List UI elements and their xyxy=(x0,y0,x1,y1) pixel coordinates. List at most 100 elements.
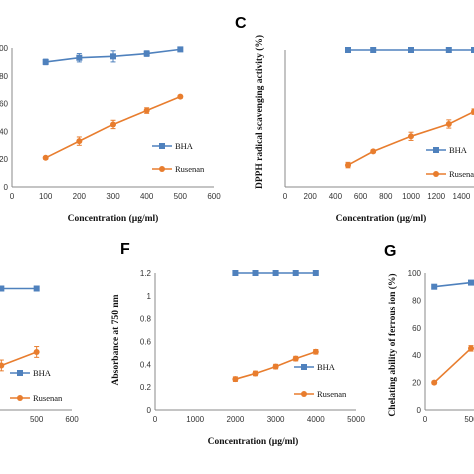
panel-letter: F xyxy=(120,241,130,258)
x-axis-title: Concentration (µg/ml) xyxy=(68,213,159,224)
x-tick-label: 600 xyxy=(207,192,221,201)
panel-letter: C xyxy=(235,15,247,32)
y-tick-label: 40 xyxy=(412,351,421,360)
data-point-bha xyxy=(272,270,279,276)
series-line-rusenan xyxy=(433,347,472,384)
chart-panel-3: 0 1000 2000 3000 4000 5000 0 0.2 0.4 0.6 0.8 1 1.2 Co… xyxy=(111,241,365,447)
x-axis-title: Concentration (µg/ml) xyxy=(336,213,427,224)
x-tick-label: 500 xyxy=(464,415,474,424)
data-point-rusenan xyxy=(345,162,351,169)
y-tick-label: 0.2 xyxy=(140,383,152,392)
data-point-bha xyxy=(312,270,319,276)
data-point-bha xyxy=(232,270,239,276)
data-point-rusenan xyxy=(468,345,474,352)
legend-marker xyxy=(17,370,23,376)
data-point-bha xyxy=(468,279,474,286)
data-point-rusenan xyxy=(431,379,438,386)
y-tick-label: 100 xyxy=(0,44,9,53)
data-point-bha xyxy=(143,50,150,57)
x-tick-label: 2000 xyxy=(227,415,245,424)
data-point-rusenan xyxy=(445,120,452,127)
y-tick-label: 0.4 xyxy=(140,360,152,369)
legend-marker xyxy=(301,391,307,397)
y-tick-label: 100 xyxy=(408,269,422,278)
y-tick-label: 1.2 xyxy=(140,269,152,278)
legend-label: Rusenan xyxy=(33,393,63,403)
data-point-bha xyxy=(292,270,299,276)
series-line-rusenan xyxy=(0,351,37,367)
data-point-bha xyxy=(76,54,83,61)
legend-marker xyxy=(433,147,439,153)
data-point-bha xyxy=(33,285,40,292)
x-tick-label: 1000 xyxy=(186,415,204,424)
y-tick-label: 0.8 xyxy=(140,315,152,324)
panel-letter: G xyxy=(384,243,396,260)
data-point-rusenan xyxy=(252,370,259,377)
data-point-bha xyxy=(42,58,49,65)
x-tick-label: 400 xyxy=(329,192,343,201)
data-point-rusenan xyxy=(471,108,474,115)
y-tick-label: 20 xyxy=(0,155,9,164)
data-point-rusenan xyxy=(110,121,116,128)
legend-marker xyxy=(301,364,307,370)
chart-panel-2: 500 600 BHA Rusenan xyxy=(0,285,79,424)
data-point-bha xyxy=(431,283,438,290)
y-tick-label: 80 xyxy=(412,296,421,305)
legend-label: BHA xyxy=(33,368,52,378)
y-tick-label: 60 xyxy=(0,100,9,109)
data-point-bha xyxy=(370,47,377,53)
data-point-rusenan xyxy=(177,93,184,100)
y-tick-label: 0.6 xyxy=(140,338,152,347)
x-tick-label: 0 xyxy=(423,415,428,424)
data-point-rusenan xyxy=(33,348,40,355)
x-tick-label: 1200 xyxy=(427,192,445,201)
legend-label: BHA xyxy=(317,362,336,372)
chart-panel-1: 0 200 400 600 800 1000 1200 1400 Concentration (… xyxy=(235,15,474,224)
x-tick-label: 1000 xyxy=(402,192,420,201)
chart-panel-0: 0 100 200 300 400 500 600 0 20 40 60 80 100 Concentra… xyxy=(0,44,221,224)
x-tick-label: 200 xyxy=(73,192,87,201)
data-point-bha xyxy=(345,47,351,53)
data-point-rusenan xyxy=(232,376,239,383)
x-tick-label: 4000 xyxy=(307,415,325,424)
data-point-rusenan xyxy=(143,107,150,114)
x-axis-title: Concentration (µg/ml) xyxy=(208,436,299,447)
data-point-rusenan xyxy=(0,362,5,369)
x-tick-label: 600 xyxy=(65,415,79,424)
x-tick-label: 3000 xyxy=(267,415,285,424)
x-tick-label: 5000 xyxy=(347,415,365,424)
legend-label: BHA xyxy=(175,141,194,151)
x-tick-label: 1400 xyxy=(453,192,471,201)
y-axis-title: Absorbance at 750 nm xyxy=(111,294,121,385)
x-tick-label: 0 xyxy=(10,192,15,201)
data-point-rusenan xyxy=(408,133,414,140)
data-point-bha xyxy=(445,47,452,53)
y-tick-label: 60 xyxy=(412,324,421,333)
x-tick-label: 500 xyxy=(30,415,44,424)
data-point-rusenan xyxy=(292,355,299,362)
data-point-bha xyxy=(471,47,474,53)
y-tick-label: 20 xyxy=(412,379,421,388)
legend-label: Rusenan xyxy=(317,389,347,399)
y-tick-label: 1 xyxy=(147,292,152,301)
legend-marker xyxy=(159,166,165,172)
data-point-bha xyxy=(0,285,5,292)
data-point-bha xyxy=(252,270,259,276)
legend-marker xyxy=(433,171,439,177)
x-tick-label: 300 xyxy=(106,192,120,201)
chart-panel-4: 0 500 0 20 40 60 80 100 Chelating ability of fer… xyxy=(384,243,474,424)
y-axis-title: DPPH radical scavenging activity (%) xyxy=(254,35,265,189)
x-tick-label: 500 xyxy=(174,192,188,201)
y-tick-label: 0 xyxy=(417,406,422,415)
y-tick-label: 0 xyxy=(147,406,152,415)
data-point-bha xyxy=(408,47,414,53)
legend-label: Rusenan xyxy=(449,169,474,179)
x-tick-label: 0 xyxy=(153,415,158,424)
x-tick-label: 100 xyxy=(39,192,53,201)
data-point-rusenan xyxy=(42,154,49,161)
legend-marker xyxy=(17,395,23,401)
data-point-bha xyxy=(110,53,116,60)
data-point-bha xyxy=(177,46,184,53)
x-tick-label: 600 xyxy=(354,192,368,201)
